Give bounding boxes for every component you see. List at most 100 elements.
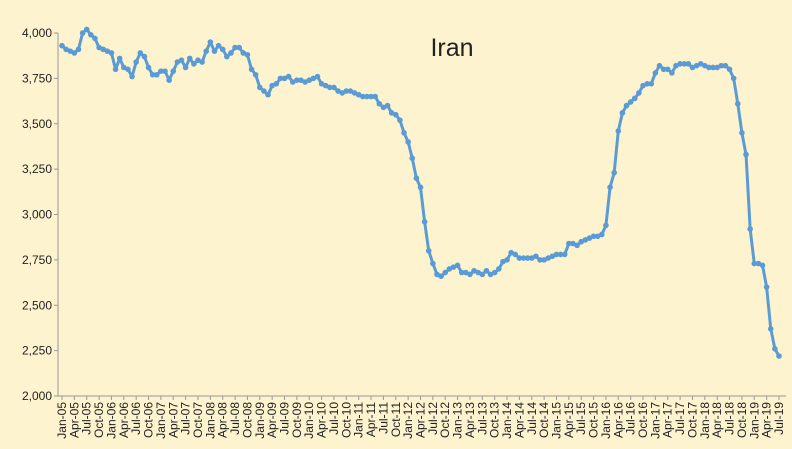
data-point [772,346,778,352]
x-tick-label: Jul-19 [772,402,786,435]
data-point [409,155,416,162]
x-tick-label: Oct-13 [488,402,502,438]
data-point [438,273,444,280]
x-tick-label: Jan-07 [154,402,168,439]
data-point [644,81,650,87]
x-tick-label: Jul-16 [624,402,638,435]
data-point [590,233,597,240]
data-point [726,66,733,73]
x-tick-label: Jan-05 [55,402,69,439]
data-point [158,68,164,74]
data-point [137,50,144,56]
data-point [207,39,214,45]
data-point [718,62,725,69]
data-point [182,64,189,71]
data-point [116,55,123,62]
data-point [458,269,465,276]
chart-title: Iran [430,34,473,62]
x-tick-label: Oct-08 [240,402,254,438]
data-point [574,242,580,249]
x-tick-label: Jul-15 [574,402,588,435]
x-tick-label: Oct-07 [191,402,205,438]
x-tick-label: Jan-06 [104,402,118,439]
data-point [627,99,634,105]
data-point [776,353,782,359]
x-tick-label: Jan-11 [352,402,366,438]
x-tick-label: Jul-05 [80,402,94,435]
data-point [669,70,675,76]
data-point [566,240,572,247]
data-point [219,46,226,53]
data-point [186,55,193,62]
x-tick-label: Jul-07 [179,402,193,435]
data-point [681,61,688,67]
data-point [767,326,774,332]
data-point [615,128,622,134]
data-point [248,66,255,73]
x-tick-label: Apr-18 [710,402,724,438]
data-point [442,269,449,276]
data-point [236,44,242,51]
data-point [285,73,292,80]
data-point [479,271,486,278]
x-tick-label: Apr-19 [760,402,774,438]
y-tick-label: 2,000 [22,389,52,403]
data-point [244,51,251,58]
data-point [599,231,605,238]
x-tick-label: Jan-17 [648,402,662,439]
data-point [401,130,407,136]
data-point [215,42,222,49]
data-point [228,50,234,56]
data-point [211,48,218,54]
data-point [685,61,692,67]
x-tick-label: Jul-13 [475,402,489,435]
x-tick-label: Oct-18 [735,402,749,438]
data-point [129,73,135,80]
x-tick-label: Jul-11 [376,402,390,434]
x-tick-label: Apr-16 [611,402,625,438]
data-point [405,139,411,145]
x-tick-label: Jul-10 [327,402,341,435]
data-point [710,64,716,71]
data-point [607,184,613,191]
data-point [273,81,280,87]
x-tick-label: Oct-12 [438,402,452,438]
y-tick-label: 4,000 [22,26,52,40]
x-tick-label: Oct-16 [636,402,650,438]
data-point [417,184,424,191]
data-point [751,260,758,267]
data-point [631,95,638,102]
x-tick-label: Jan-15 [549,402,563,439]
data-point [660,66,667,73]
data-point [256,84,263,91]
x-tick-label: Apr-06 [117,402,131,438]
x-tick-label: Jan-12 [401,402,415,439]
data-point [524,255,531,261]
data-point [166,77,172,83]
x-tick-label: Apr-07 [166,402,180,438]
data-point [108,50,115,56]
data-point [79,30,86,36]
x-tick-label: Oct-10 [339,402,353,438]
x-tick-label: Apr-10 [315,402,329,438]
data-point [75,46,82,53]
x-tick-label: Oct-17 [685,402,699,438]
data-point [512,251,519,258]
x-tick-label: Jan-13 [451,402,465,439]
data-point [763,284,770,290]
data-point [623,102,630,109]
data-point [425,248,432,254]
data-point [376,100,383,107]
data-point [343,88,350,94]
x-tick-label: Jul-06 [129,402,143,435]
data-point [537,257,543,263]
x-tick-label: Jul-18 [723,402,737,435]
data-point [112,66,119,73]
data-point [392,111,399,118]
data-point [397,117,403,123]
data-point [224,53,230,60]
data-point [739,130,745,136]
data-point [454,262,461,269]
x-tick-label: Jul-14 [525,402,539,435]
